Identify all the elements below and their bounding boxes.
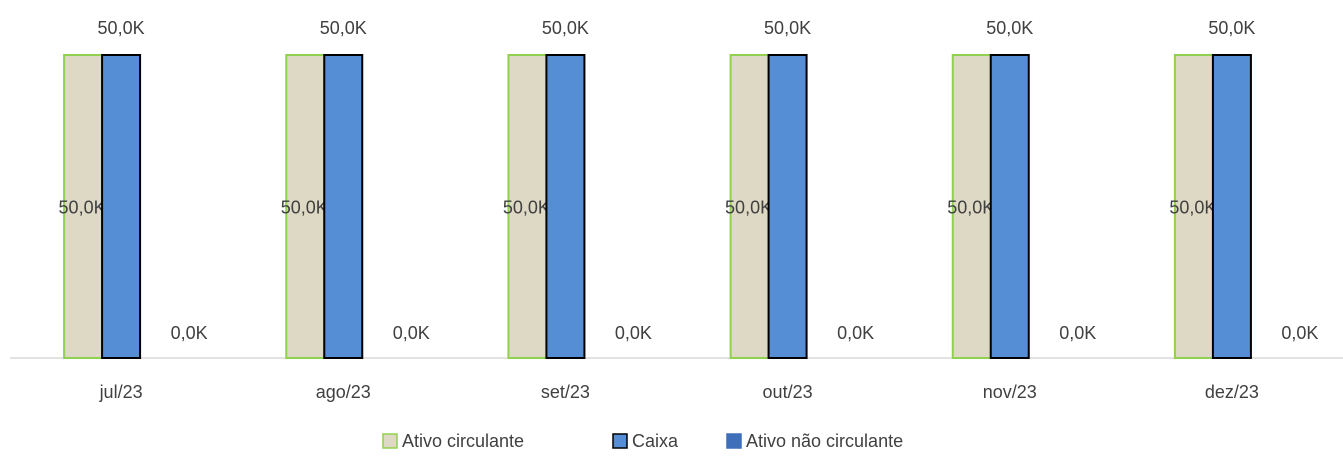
legend-label: Caixa [632,431,679,451]
data-label: 0,0K [393,323,430,343]
data-label: 50,0K [947,197,994,217]
bar [285,54,326,359]
data-label: 0,0K [837,323,874,343]
data-label: 50,0K [986,18,1033,38]
bar [323,54,364,359]
data-label: 50,0K [281,197,328,217]
x-tick-label: jul/23 [99,382,143,402]
legend-swatch [382,433,398,449]
x-tick-label: dez/23 [1205,382,1259,402]
data-label: 50,0K [98,18,145,38]
data-label: 50,0K [764,18,811,38]
bar [545,54,586,359]
data-label: 0,0K [171,323,208,343]
data-label: 50,0K [1169,197,1216,217]
x-tick-label: ago/23 [316,382,371,402]
x-tick-label: set/23 [541,382,590,402]
data-label: 0,0K [1059,323,1096,343]
bar [507,54,548,359]
bar [989,54,1030,359]
legend-label: Ativo não circulante [746,431,903,451]
data-label: 0,0K [615,323,652,343]
data-label: 50,0K [59,197,106,217]
data-label: 50,0K [320,18,367,38]
legend-label: Ativo circulante [402,431,524,451]
x-tick-label: out/23 [763,382,813,402]
data-label: 50,0K [1208,18,1255,38]
bar [1211,54,1252,359]
legend-swatch [726,433,742,449]
legend-swatch [612,433,628,449]
x-tick-label: nov/23 [983,382,1037,402]
bar [101,54,142,359]
data-label: 50,0K [503,197,550,217]
data-label: 50,0K [542,18,589,38]
data-label: 50,0K [725,197,772,217]
bar [767,54,808,359]
data-label: 0,0K [1281,323,1318,343]
